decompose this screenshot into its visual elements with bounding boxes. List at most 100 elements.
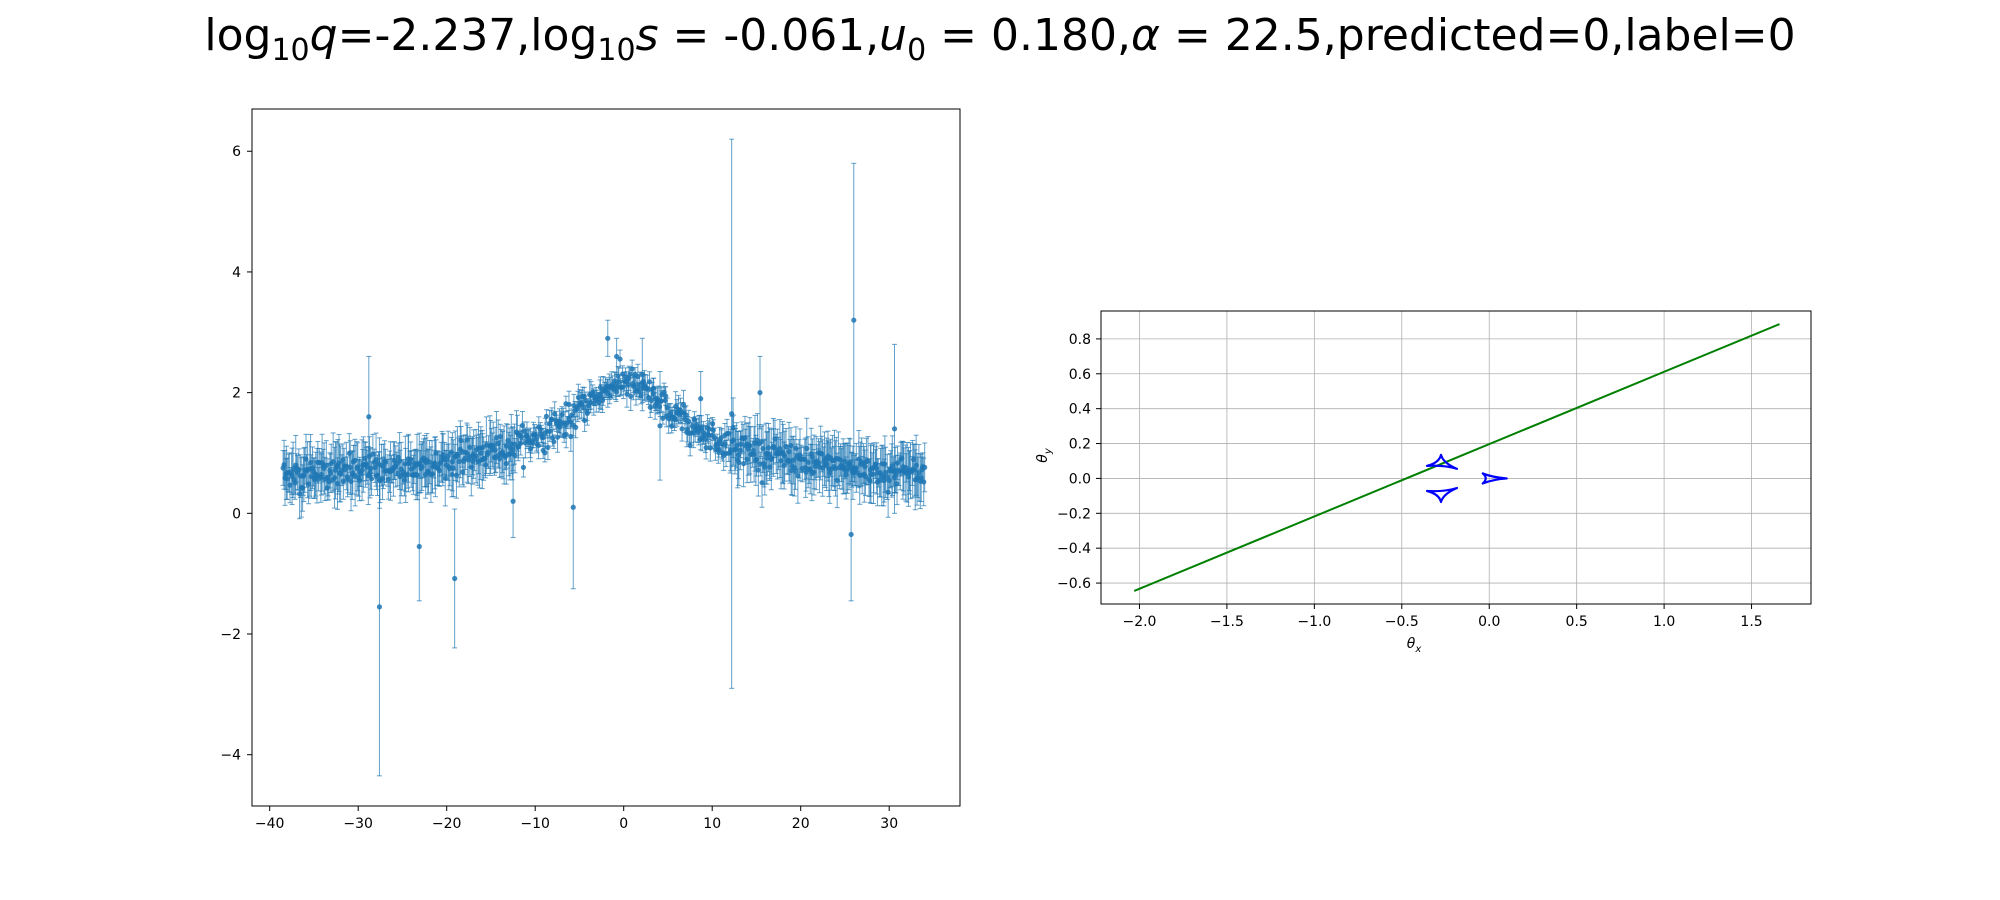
data-point [788,442,794,449]
data-point [751,451,757,457]
data-point [728,447,734,453]
data-point [510,498,516,504]
data-point [765,445,772,451]
data-point [401,477,408,483]
data-point [495,440,501,447]
title-u-var: u [879,10,908,61]
data-point [346,450,352,456]
title-alpha-var: α [1130,10,1160,61]
data-point [894,460,901,466]
data-point [309,465,316,471]
data-point [497,456,503,462]
data-point [303,456,309,462]
data-point [778,458,784,464]
data-point [521,428,527,434]
data-point [626,375,632,381]
data-point [711,434,718,441]
data-point [379,476,386,482]
data-point [573,424,579,430]
data-point [292,480,298,486]
data-point [537,426,543,432]
plot-frame [1100,310,1812,605]
data-point [450,465,456,471]
data-point [449,459,455,465]
data-point [540,434,546,440]
data-point [355,464,361,470]
data-point [916,470,922,476]
data-point [615,373,621,379]
data-point [563,431,569,438]
y-tick-label: 0.8 [1069,332,1091,348]
data-point [635,373,641,380]
y-tick-label: −2 [220,627,241,643]
data-point [335,464,341,470]
data-point [459,469,466,475]
data-point [404,471,410,477]
data-point [698,425,705,432]
x-tick-label: 1.5 [1740,614,1762,630]
data-point [340,478,346,484]
plot-frame [251,108,961,807]
data-point [340,457,346,463]
data-point [436,468,443,474]
data-point [680,401,687,407]
data-point [376,604,383,610]
data-point [348,478,354,485]
data-point [891,426,898,432]
data-point [581,393,587,399]
data-point [684,426,691,432]
data-point [772,436,778,442]
data-point [620,384,626,390]
data-point [478,450,484,456]
data-point [725,430,732,436]
data-point [368,465,374,472]
data-point [520,464,527,471]
data-point [771,443,777,449]
data-point [824,461,830,467]
data-point [616,379,622,385]
data-point [792,468,799,475]
data-point [910,456,917,462]
data-point [407,460,413,467]
data-point [876,477,883,483]
data-point [912,467,918,473]
data-point [328,470,334,476]
data-point [718,435,724,441]
data-point [797,452,803,458]
data-point [597,384,604,391]
data-point [804,445,810,452]
data-point [532,431,539,438]
data-point [323,462,329,468]
data-point [543,413,550,419]
data-point [464,437,470,443]
data-point [551,439,557,445]
data-point [605,335,611,341]
data-point [408,456,414,462]
data-point [679,426,685,432]
data-point [709,421,716,427]
data-point [740,461,747,467]
data-point [482,456,488,462]
data-point [686,418,692,424]
data-point [786,449,792,455]
data-point [837,457,844,463]
data-point [736,459,742,466]
data-point [429,471,436,477]
data-point [455,453,461,459]
x-tick-label: 0 [619,816,628,832]
data-point [657,423,663,429]
data-point [542,450,548,456]
data-point [731,437,737,443]
data-point [419,464,425,470]
data-point [582,417,588,424]
data-point [518,434,524,440]
y-axis-label: θy [1035,447,1054,463]
data-point [862,463,868,470]
data-point [607,392,613,399]
grid [1101,311,1811,604]
data-point [284,476,290,482]
title-logs-base: 10 [597,32,636,68]
data-point [843,472,849,478]
data-point [570,504,576,510]
data-point [452,575,458,582]
